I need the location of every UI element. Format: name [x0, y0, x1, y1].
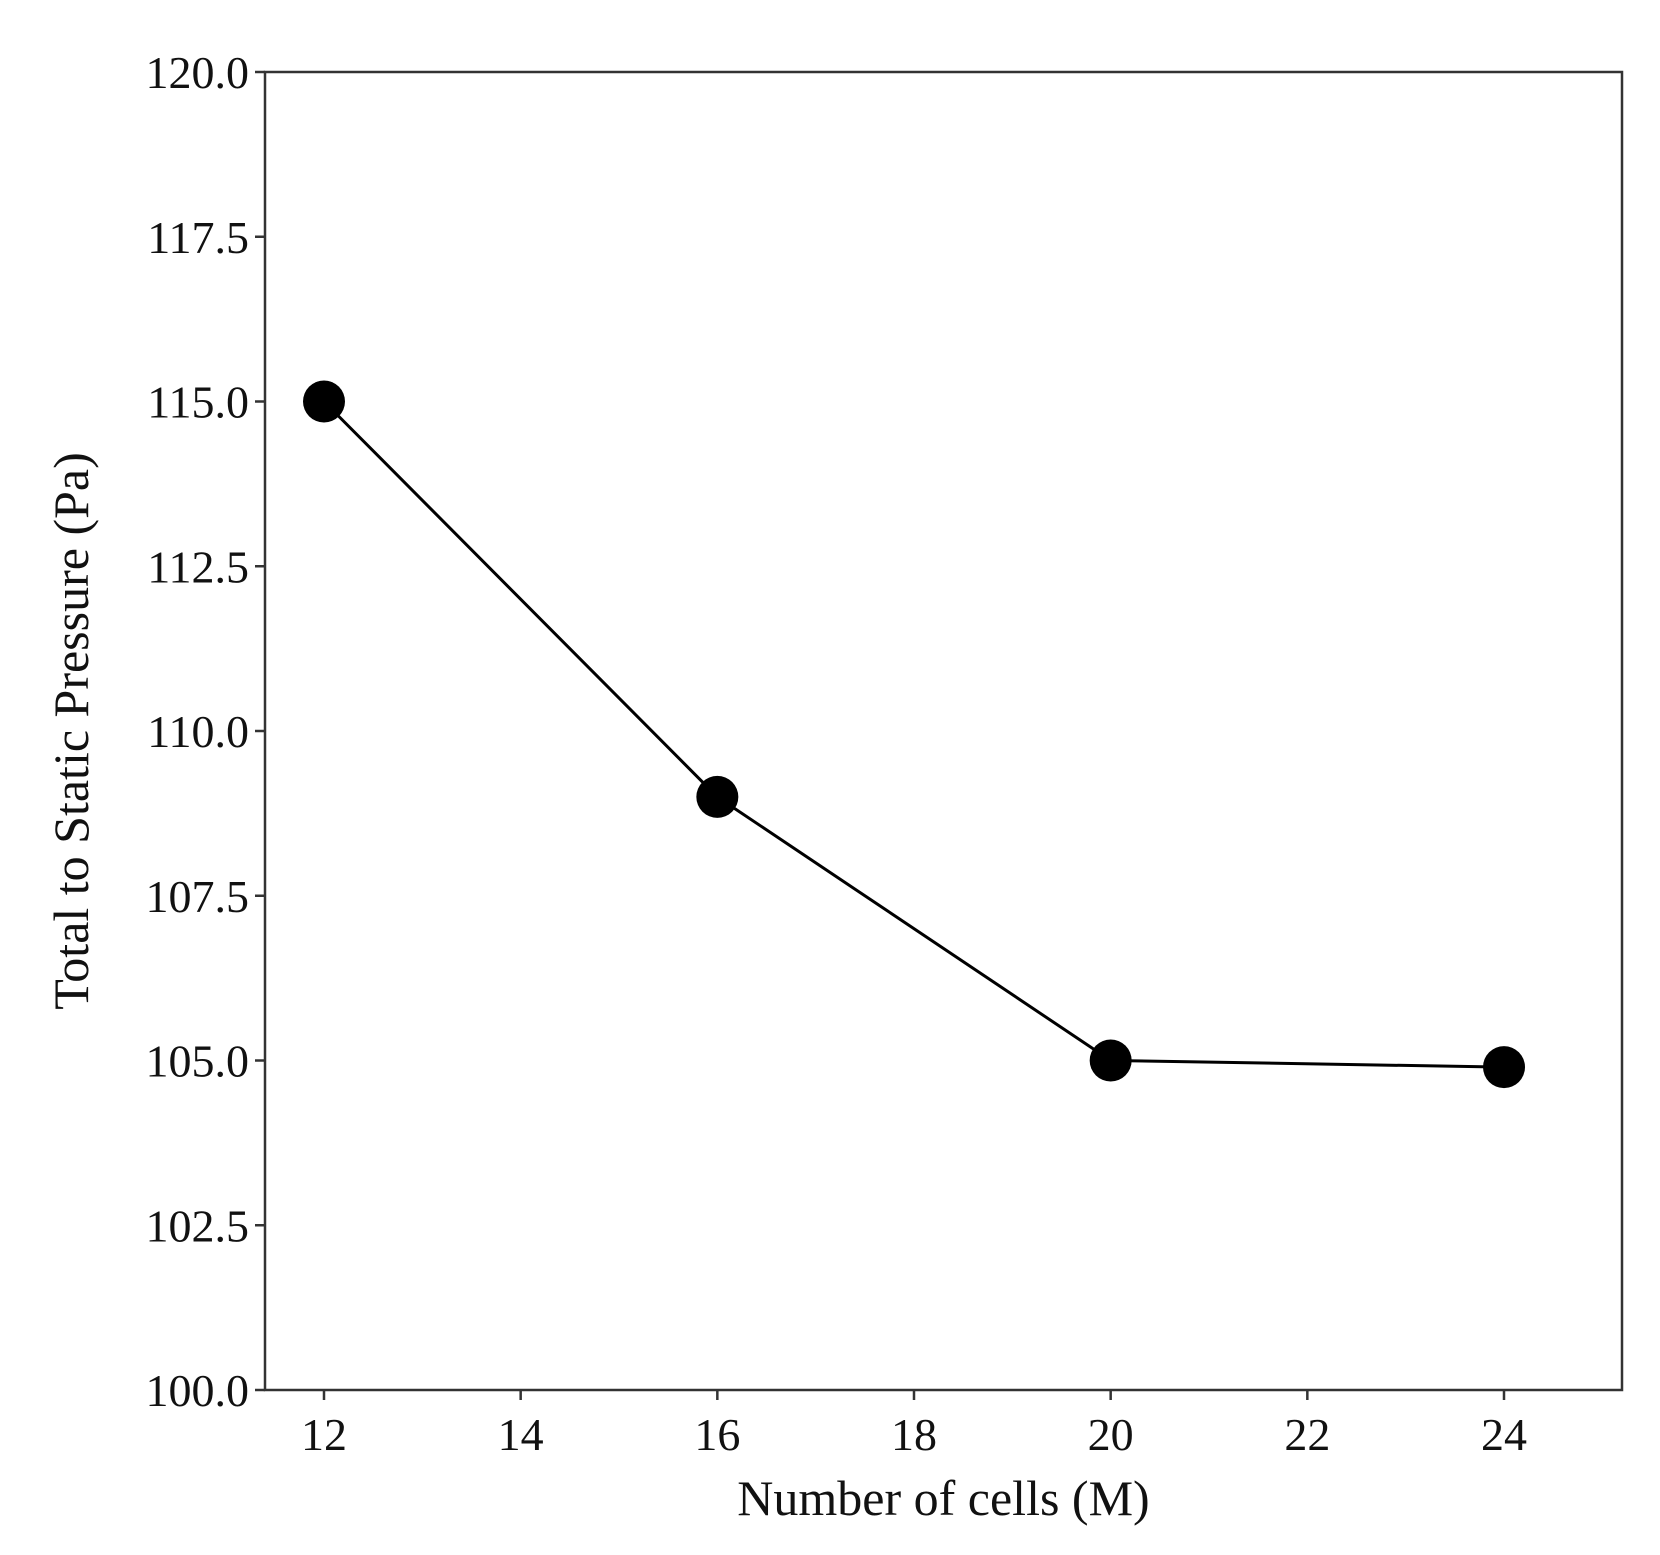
y-tick-layer: 100.0 102.5 105.0 107.5 110.0 112.5 115.0 117.5…	[146, 47, 265, 1416]
series-line	[322, 400, 1505, 1069]
y-tick-label: 102.5	[146, 1200, 250, 1251]
y-tick-label: 107.5	[146, 871, 250, 922]
data-point	[1089, 1039, 1132, 1082]
data-point	[303, 380, 345, 423]
x-tick-layer: 12 14 16 18 20 22 24	[301, 1390, 1527, 1460]
y-axis-title: Total to Static Pressure (Pa)	[43, 452, 99, 1010]
data-point	[1483, 1046, 1525, 1089]
x-tick-label: 16	[694, 1409, 740, 1460]
y-tick-label: 110.0	[147, 706, 249, 757]
x-axis-title: Number of cells (M)	[737, 1470, 1149, 1526]
x-tick-label: 24	[1481, 1409, 1527, 1460]
y-tick-label: 117.5	[147, 212, 249, 263]
y-tick-label: 105.0	[146, 1036, 250, 1087]
x-tick-label: 20	[1088, 1409, 1134, 1460]
y-tick-label: 115.0	[147, 377, 249, 428]
y-tick-label: 120.0	[146, 47, 250, 98]
y-tick-label: 112.5	[147, 541, 249, 592]
x-tick-label: 18	[891, 1409, 937, 1460]
x-tick-label: 14	[498, 1409, 544, 1460]
plot-frame	[263, 70, 1624, 1392]
series-layer	[303, 380, 1525, 1089]
x-tick-label: 12	[301, 1409, 347, 1460]
x-tick-label: 22	[1284, 1409, 1330, 1460]
data-point	[696, 775, 739, 818]
y-tick-label: 100.0	[146, 1365, 250, 1416]
